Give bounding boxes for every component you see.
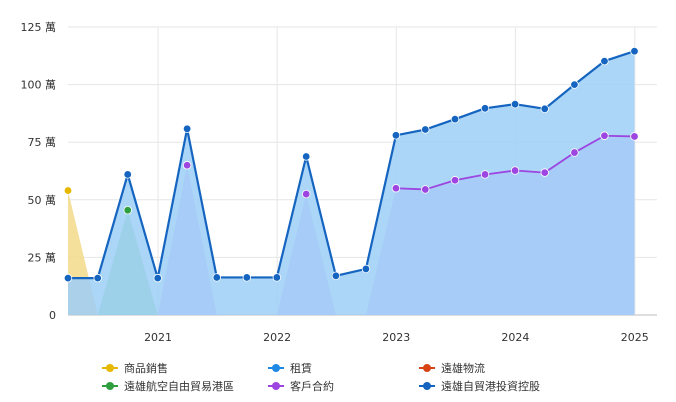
legend-swatch-dot — [423, 382, 431, 390]
data-point — [302, 189, 311, 199]
y-tick-label: 0 — [49, 309, 56, 322]
data-point — [510, 99, 520, 109]
data-point — [600, 56, 609, 66]
legend-swatch-dot — [423, 364, 431, 372]
series-areas — [68, 51, 635, 315]
axes: 0 25 萬 50 萬 75 萬 100 萬 125 萬 2021 2022 2023 2024 2… — [21, 21, 649, 344]
legend-label: 客戶合約 — [290, 379, 334, 393]
data-point — [510, 166, 520, 175]
legend-label: 商品銷售 — [124, 361, 168, 375]
data-point — [421, 185, 430, 194]
data-point — [630, 132, 639, 141]
data-point — [63, 273, 73, 283]
data-point — [331, 271, 341, 281]
series-points — [63, 46, 639, 283]
x-tick-label: 2021 — [144, 331, 172, 344]
data-point — [302, 152, 311, 161]
data-point — [391, 131, 401, 140]
data-point — [63, 186, 73, 195]
legend-swatch-dot — [106, 382, 114, 390]
legend-label: 租賃 — [290, 361, 312, 375]
series-area — [68, 51, 635, 315]
data-point — [540, 104, 549, 113]
data-point — [123, 205, 132, 215]
data-point — [361, 264, 371, 274]
y-tick-label: 50 萬 — [28, 194, 57, 207]
data-point — [480, 170, 490, 179]
y-tick-label: 75 萬 — [28, 136, 57, 149]
y-tick-label: 100 萬 — [21, 79, 57, 92]
data-point — [182, 124, 192, 134]
data-point — [600, 131, 609, 140]
legend-swatch-dot — [272, 364, 280, 372]
data-point — [540, 168, 549, 177]
x-tick-label: 2022 — [263, 331, 291, 344]
data-point — [182, 161, 192, 170]
data-point — [123, 170, 132, 179]
legend-label: 遠雄物流 — [441, 361, 485, 375]
data-point — [570, 80, 579, 89]
data-point — [630, 46, 639, 56]
data-point — [212, 273, 221, 282]
legend-label: 遠雄自貿港投資控股 — [441, 379, 540, 393]
data-point — [421, 125, 430, 134]
data-point — [391, 184, 401, 193]
series-line — [68, 50, 635, 280]
data-point — [450, 114, 460, 124]
x-tick-label: 2025 — [621, 331, 649, 344]
x-tick-label: 2023 — [382, 331, 410, 344]
data-point — [450, 176, 460, 185]
x-tick-label: 2024 — [501, 331, 529, 344]
y-tick-label: 25 萬 — [28, 251, 57, 264]
legend-label: 遠雄航空自由貿易港區 — [124, 379, 234, 393]
data-point — [480, 104, 490, 113]
data-point — [93, 273, 102, 283]
legend-swatch-dot — [272, 382, 280, 390]
data-point — [272, 273, 282, 282]
y-tick-label: 125 萬 — [21, 21, 57, 34]
legend-swatch-dot — [106, 364, 114, 372]
data-point — [242, 273, 252, 282]
data-point — [570, 148, 579, 157]
data-point — [153, 273, 162, 283]
